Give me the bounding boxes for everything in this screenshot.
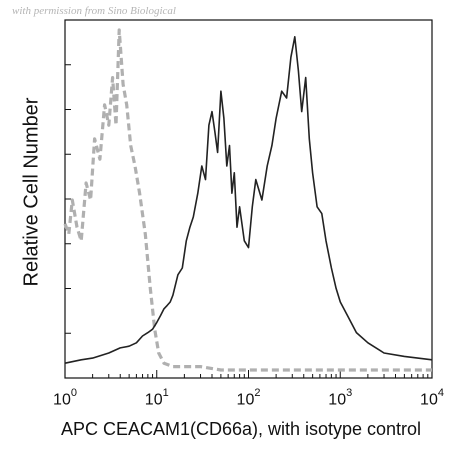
y-axis-ticks <box>65 19 71 379</box>
x-tick-label: 102 <box>236 387 261 409</box>
watermark-text: with permission from Sino Biological <box>12 5 176 17</box>
x-tick-label: 100 <box>53 387 77 409</box>
ceacam1-histogram-line <box>64 35 433 364</box>
isotype-control-line <box>63 28 432 372</box>
x-axis-label: APC CEACAM1(CD66a), with isotype control <box>60 419 422 439</box>
plot-frame <box>64 19 433 379</box>
plot-border <box>64 19 433 379</box>
x-tick-label: 104 <box>420 387 444 409</box>
x-tick-label: 103 <box>328 387 353 409</box>
x-tick-label: 101 <box>144 387 169 409</box>
x-axis-ticks <box>64 370 433 378</box>
series-layer <box>63 28 433 372</box>
y-axis-label: Relative Cell Number <box>20 97 43 287</box>
